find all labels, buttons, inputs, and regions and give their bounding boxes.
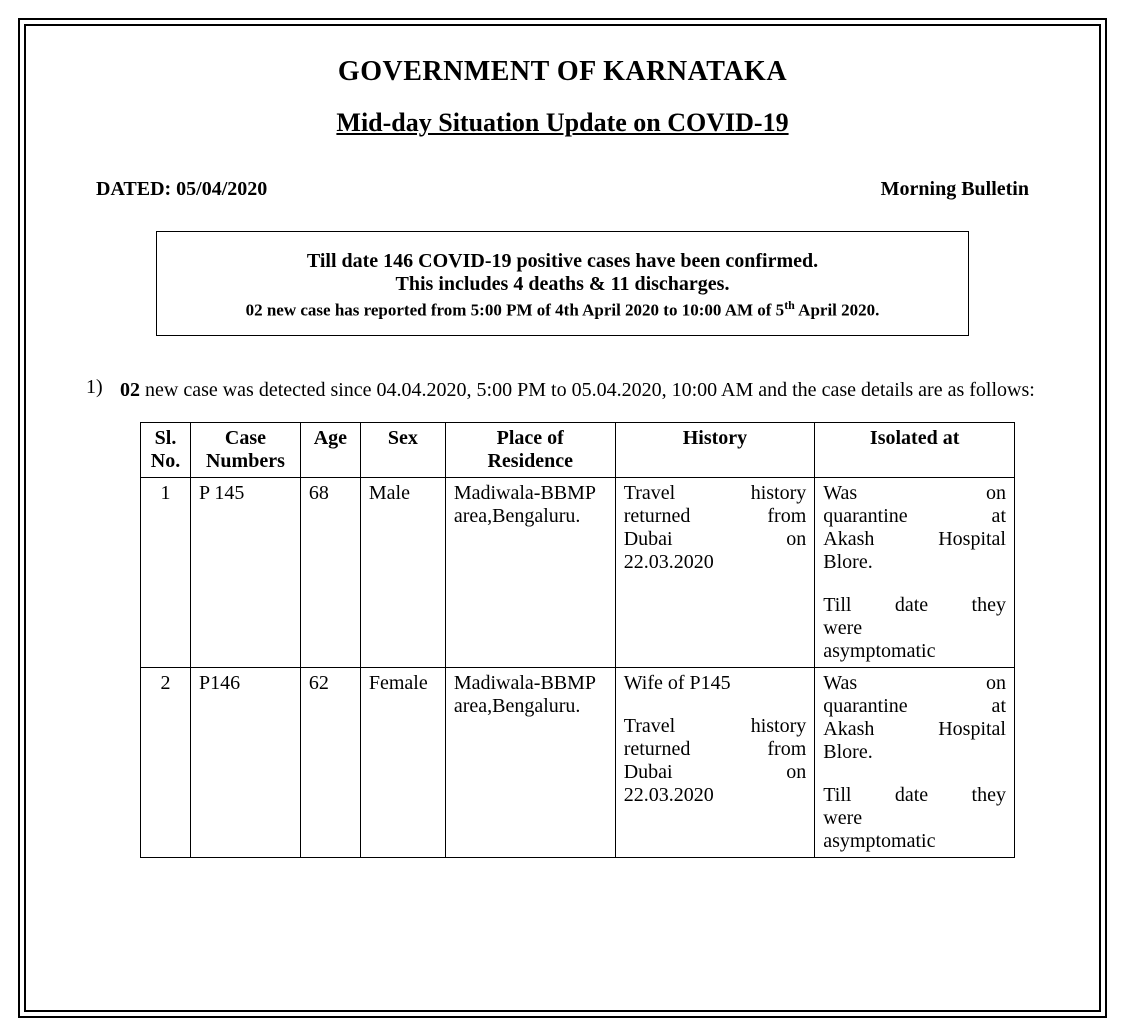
isolated-line: Akash Hospital [823,528,1006,551]
history-line: 22.03.2020 [624,784,807,807]
cell-sex: Female [360,667,445,857]
summary-line-3-suffix: April 2020. [795,301,880,320]
dateline-date: DATED: 05/04/2020 [96,178,267,201]
inner-border: GOVERNMENT OF KARNATAKA Mid-day Situatio… [24,24,1101,1012]
list-item-rest: new case was detected since 04.04.2020, … [140,379,1035,401]
cell-por: Madiwala-BBMP area,Bengaluru. [445,667,615,857]
isolated-line: quarantine at [823,505,1006,528]
table-row: 2 P146 62 Female Madiwala-BBMP area,Beng… [141,667,1015,857]
cell-history: Travel history returned from Dubai on 22… [615,477,815,667]
summary-line-3-prefix: 02 new case has reported from 5:00 PM of… [246,301,785,320]
summary-line-1: Till date 146 COVID-19 positive cases ha… [177,250,948,273]
summary-line-2: This includes 4 deaths & 11 discharges. [177,273,948,296]
history-line: Wife of P145 [624,672,807,695]
th-case: Case Numbers [190,422,300,477]
cell-case: P 145 [190,477,300,667]
cell-history: Wife of P145 Travel history returned fro… [615,667,815,857]
isolated-line: quarantine at [823,695,1006,718]
isolated-line: were [823,807,1006,830]
history-line: Travel history [624,482,807,505]
list-item-number: 1) [86,376,120,404]
history-line: Travel history [624,715,807,738]
isolated-line: Akash Hospital [823,718,1006,741]
heading-subtitle: Mid-day Situation Update on COVID-19 [66,108,1059,138]
cell-por: Madiwala-BBMP area,Bengaluru. [445,477,615,667]
th-sl: Sl. No. [141,422,191,477]
isolated-line: Was on [823,482,1006,505]
isolated-line: were [823,617,1006,640]
dateline: DATED: 05/04/2020 Morning Bulletin [96,178,1029,201]
list-item-text: 02 new case was detected since 04.04.202… [120,376,1039,404]
cell-sl: 2 [141,667,191,857]
th-por: Place of Residence [445,422,615,477]
summary-box: Till date 146 COVID-19 positive cases ha… [156,231,969,336]
dateline-bulletin: Morning Bulletin [881,178,1029,201]
cell-case: P146 [190,667,300,857]
cell-sex: Male [360,477,445,667]
th-history: History [615,422,815,477]
isolated-line: asymptomatic [823,640,1006,663]
th-sex: Sex [360,422,445,477]
heading-government: GOVERNMENT OF KARNATAKA [66,56,1059,88]
list-item-bold: 02 [120,379,140,401]
case-table: Sl. No. Case Numbers Age Sex Place of Re… [140,422,1015,858]
isolated-line: Till date they [823,784,1006,807]
summary-line-3: 02 new case has reported from 5:00 PM of… [177,298,948,321]
isolated-line: Till date they [823,594,1006,617]
th-age: Age [300,422,360,477]
cell-isolated: Was on quarantine at Akash Hospital Blor… [815,667,1015,857]
cell-age: 68 [300,477,360,667]
table-row: 1 P 145 68 Male Madiwala-BBMP area,Benga… [141,477,1015,667]
isolated-line: asymptomatic [823,830,1006,853]
cell-sl: 1 [141,477,191,667]
history-line: returned from [624,738,807,761]
isolated-line: Was on [823,672,1006,695]
cell-age: 62 [300,667,360,857]
list-area: 1) 02 new case was detected since 04.04.… [86,376,1039,858]
history-line: Dubai on [624,761,807,784]
th-isolated: Isolated at [815,422,1015,477]
history-line: returned from [624,505,807,528]
history-line: Dubai on [624,528,807,551]
isolated-line: Blore. [823,551,1006,574]
summary-line-3-sup: th [784,298,795,312]
table-header-row: Sl. No. Case Numbers Age Sex Place of Re… [141,422,1015,477]
history-line: 22.03.2020 [624,551,807,574]
cell-isolated: Was on quarantine at Akash Hospital Blor… [815,477,1015,667]
isolated-line: Blore. [823,741,1006,764]
outer-border: GOVERNMENT OF KARNATAKA Mid-day Situatio… [18,18,1107,1018]
list-item: 1) 02 new case was detected since 04.04.… [86,376,1039,404]
